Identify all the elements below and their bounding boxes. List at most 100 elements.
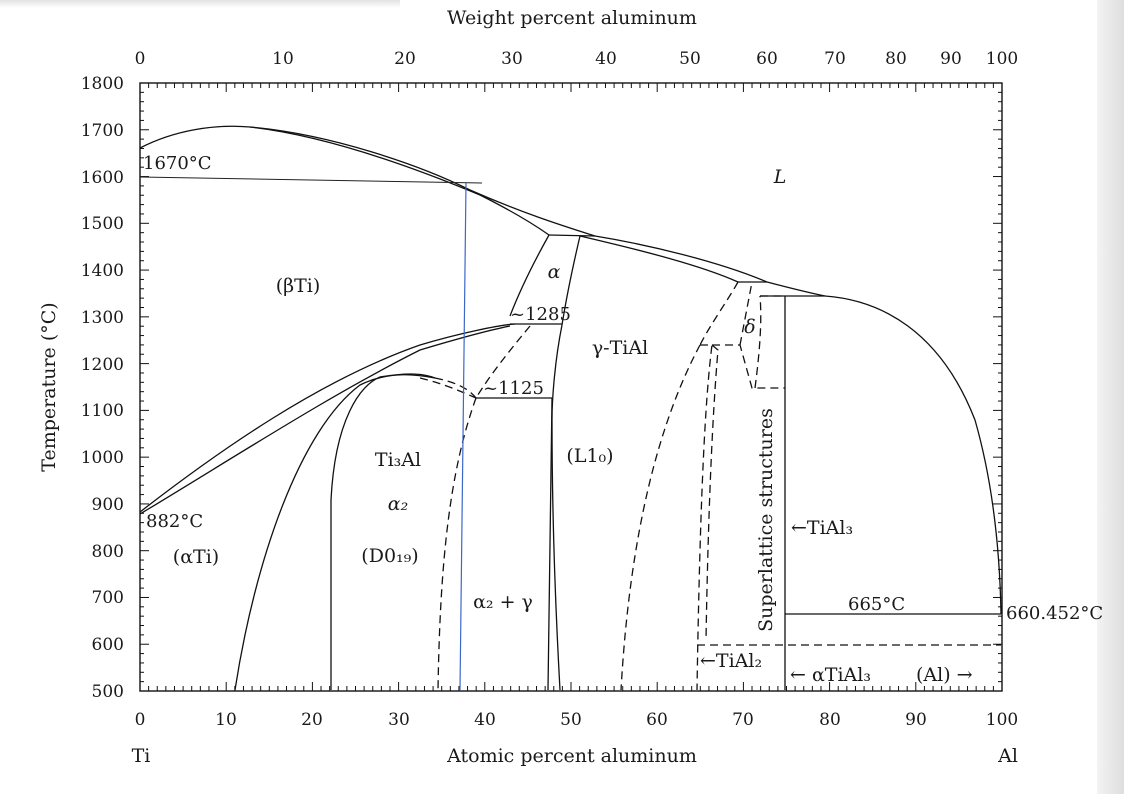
alpha-left-boundary <box>509 234 550 317</box>
top-tick-60: 60 <box>756 49 778 69</box>
delta-dashed-bottom <box>712 344 785 389</box>
top-tick-80: 80 <box>885 49 907 69</box>
ti3al-dashed-cap-2 <box>419 377 477 399</box>
annotation-1125: ~1125 <box>483 378 544 399</box>
x-tick-0: 0 <box>135 710 146 730</box>
label-ti3al: Ti₃Al <box>375 449 421 471</box>
label-al-phase: (Al) → <box>916 664 973 686</box>
beta-transus-upper <box>139 323 516 513</box>
top-tick-10: 10 <box>272 49 294 69</box>
alpha2-gamma-left-dashed <box>437 397 477 691</box>
gamma-left-boundary <box>551 324 563 691</box>
top-tick-70: 70 <box>824 49 846 69</box>
label-l10: (L1₀) <box>566 445 613 467</box>
annotation-melt-al: 660.452°C <box>1006 603 1103 624</box>
y-tick-900: 900 <box>92 495 124 515</box>
ti3al-inner-boundary <box>330 373 436 690</box>
y-tick-1600: 1600 <box>81 168 124 188</box>
liquidus-right <box>594 235 826 297</box>
y-tick-1800: 1800 <box>81 74 124 94</box>
solidus-beta <box>249 126 550 236</box>
label-alpha2: α₂ <box>388 493 408 515</box>
label-liquid: L <box>773 166 787 188</box>
delta-dashed-left <box>739 281 753 346</box>
minor-ticks <box>139 82 1003 692</box>
x-tick-60: 60 <box>646 710 668 730</box>
liquidus-beta <box>139 125 596 237</box>
label-superlattice: Superlattice structures <box>755 408 777 632</box>
region-labels: L (βTi) α γ-TiAl (L1₀) Ti₃Al α₂ (D0₁₉) (… <box>173 166 973 686</box>
y-tick-600: 600 <box>92 635 124 655</box>
top-tick-labels: 0 10 20 30 40 50 60 70 80 90 100 <box>135 49 1019 69</box>
annotation-melt-ti: 1670°C <box>143 153 212 174</box>
top-tick-20: 20 <box>394 49 416 69</box>
y-tick-1000: 1000 <box>81 448 124 468</box>
alpha-dashed-edge <box>475 325 531 399</box>
label-tial3: ←TiAl₃ <box>791 517 853 539</box>
gamma-left-boundary-2 <box>547 397 553 691</box>
y-tick-1300: 1300 <box>81 308 124 328</box>
y-tick-700: 700 <box>92 588 124 608</box>
x-tick-80: 80 <box>819 710 841 730</box>
x-tick-30: 30 <box>388 710 410 730</box>
y-tick-1100: 1100 <box>81 401 124 421</box>
x-tick-100: 100 <box>986 710 1018 730</box>
peritectic-1490 <box>548 234 596 237</box>
y-tick-800: 800 <box>92 542 124 562</box>
phase-boundaries <box>139 125 1002 691</box>
label-gamma-tial: γ-TiAl <box>592 337 648 359</box>
top-axis-title: Weight percent aluminum <box>447 7 697 29</box>
ti3al-left-boundary <box>234 374 436 691</box>
solidus-gamma <box>579 235 739 283</box>
beta-transus-lower <box>139 325 511 515</box>
label-alpha-ti: (αTi) <box>173 546 219 568</box>
x-tick-70: 70 <box>732 710 754 730</box>
element-ti-label: Ti <box>132 745 151 767</box>
y-tick-500: 500 <box>92 682 124 702</box>
label-tial2: ←TiAl₂ <box>700 650 762 672</box>
top-tick-90: 90 <box>940 49 962 69</box>
x-tick-20: 20 <box>301 710 323 730</box>
annotation-1285: ~1285 <box>510 304 571 325</box>
tial2-dashed-inner <box>705 344 719 641</box>
y-tick-1400: 1400 <box>81 261 124 281</box>
label-beta-ti: (βTi) <box>276 275 321 297</box>
label-alpha-tial3: ← αTiAl₃ <box>790 664 871 686</box>
label-alpha2-gamma: α₂ + γ <box>473 591 533 613</box>
y-axis-title: Temperature (°C) <box>38 302 60 471</box>
label-alpha: α <box>548 261 561 283</box>
delta-dashed-right <box>754 295 762 389</box>
y-tick-1500: 1500 <box>81 214 124 234</box>
top-tick-100: 100 <box>986 49 1018 69</box>
bottom-tick-labels: 0 10 20 30 40 50 60 70 80 90 100 <box>135 710 1019 730</box>
right-edge-shadow <box>1097 0 1124 794</box>
gamma-right-dashed <box>620 344 701 691</box>
overlay-1600-line <box>139 176 483 184</box>
tial2-dashed-top <box>699 281 739 346</box>
label-delta: δ <box>744 316 755 338</box>
top-tick-30: 30 <box>501 49 523 69</box>
y-tick-labels: 1800 1700 1600 1500 1400 1300 1200 1100 … <box>81 74 124 702</box>
ti3al-dashed-cap <box>434 377 477 399</box>
x-tick-10: 10 <box>215 710 237 730</box>
element-al-label: Al <box>997 745 1018 767</box>
temperature-annotations: 1670°C 882°C ~1285 ~1125 665°C 660.452°C <box>143 153 1103 624</box>
alpha-right-boundary <box>561 235 581 326</box>
top-tick-50: 50 <box>679 49 701 69</box>
liquidus-al-side <box>824 295 1002 615</box>
x-tick-50: 50 <box>560 710 582 730</box>
label-d019: (D0₁₉) <box>361 545 418 567</box>
top-edge-shadow <box>0 0 400 8</box>
annotation-665: 665°C <box>848 594 905 615</box>
y-tick-1200: 1200 <box>81 355 124 375</box>
x-tick-40: 40 <box>474 710 496 730</box>
top-tick-40: 40 <box>595 49 617 69</box>
tial2-dashed-left <box>696 344 713 691</box>
x-tick-90: 90 <box>905 710 927 730</box>
top-tick-0: 0 <box>135 49 146 69</box>
composition-marker-line <box>459 182 467 691</box>
bottom-axis-title: Atomic percent aluminum <box>446 745 697 767</box>
y-tick-1700: 1700 <box>81 121 124 141</box>
annotation-882: 882°C <box>146 511 203 532</box>
